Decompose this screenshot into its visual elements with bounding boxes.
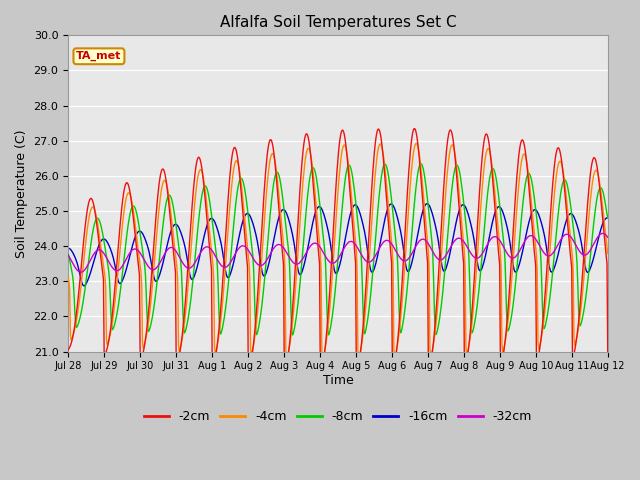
Text: TA_met: TA_met xyxy=(76,51,122,61)
Y-axis label: Soil Temperature (C): Soil Temperature (C) xyxy=(15,129,28,258)
X-axis label: Time: Time xyxy=(323,374,353,387)
Title: Alfalfa Soil Temperatures Set C: Alfalfa Soil Temperatures Set C xyxy=(220,15,456,30)
Legend: -2cm, -4cm, -8cm, -16cm, -32cm: -2cm, -4cm, -8cm, -16cm, -32cm xyxy=(139,405,537,428)
